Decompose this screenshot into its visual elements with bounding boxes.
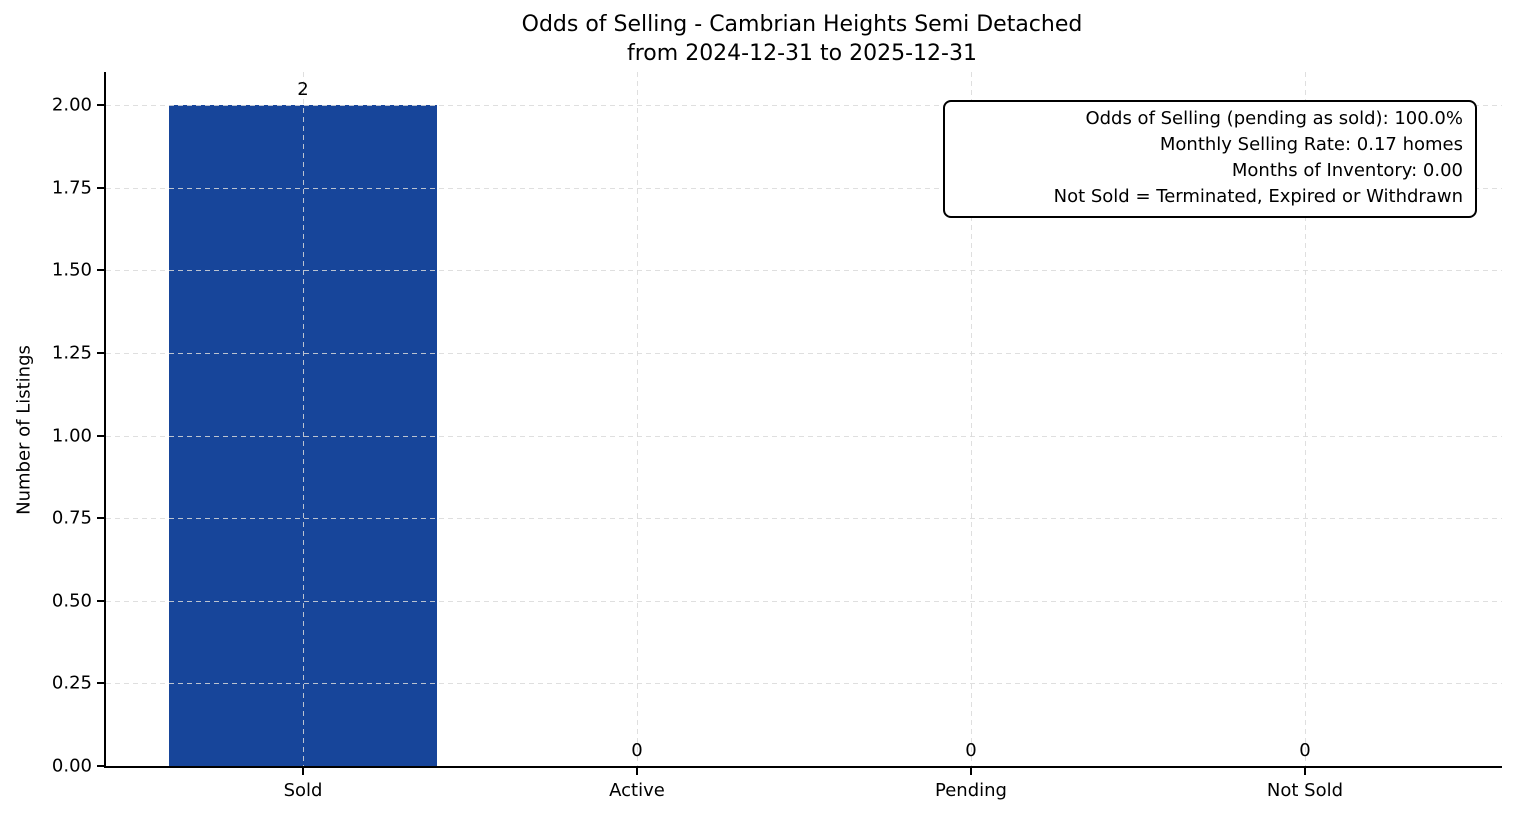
h-gridline [106,270,1502,272]
y-tick-label: 0.50 [51,590,92,612]
chart-title-line2: from 2024-12-31 to 2025-12-31 [627,41,977,66]
y-tick-label: 1.25 [51,342,92,364]
plot-area: Sold 2 Active 0 Pending 0 Not Sold 0 0.00 0.25 0.5… [52,72,1502,801]
x-tick-label: Pending [935,780,1007,801]
h-gridline [106,187,1502,189]
y-tick-label: 2.00 [51,94,92,116]
bar-value-label: 0 [631,740,643,761]
annotation-line-inventory: Months of Inventory: 0.00 [1231,160,1463,181]
v-gridline [637,72,638,766]
stats-annotation-box: Odds of Selling (pending as sold): 100.0… [943,100,1477,218]
h-gridline [106,683,1502,685]
v-gridline [303,72,305,766]
x-tick-mark [636,768,638,775]
y-tick-label: 1.75 [51,177,92,199]
annotation-line-rate: Monthly Selling Rate: 0.17 homes [1159,134,1463,155]
bar-value-label: 0 [965,740,977,761]
x-tick-label: Sold [283,780,323,801]
y-axis-label: Number of Listings [13,345,35,515]
y-tick-mark [97,765,104,767]
annotation-line-notsold: Not Sold = Terminated, Expired or Withdr… [1053,186,1463,207]
annotation-line-odds: Odds of Selling (pending as sold): 100.0… [1085,108,1463,129]
y-tick-mark [97,517,104,520]
y-tick-label: 0.00 [51,755,92,777]
y-tick-mark [97,351,104,354]
y-tick-label: 0.25 [51,672,92,694]
h-gridline [106,518,1502,520]
h-gridline [106,352,1502,354]
y-tick-mark [97,599,104,602]
y-tick-mark [97,269,104,272]
y-tick-mark [97,104,104,107]
v-gridline [970,72,972,766]
y-tick-mark [97,186,104,189]
x-tick-mark [1303,768,1306,775]
bar-value-label: 2 [297,79,309,101]
h-gridline [106,105,1502,107]
bar-value-label: 0 [1299,740,1311,761]
x-tick-label: Not Sold [1266,780,1344,801]
h-gridline [106,600,1502,602]
chart-title-line1: Odds of Selling - Cambrian Heights Semi … [521,12,1083,37]
chart-title: Odds of Selling - Cambrian Heights Semi … [104,10,1500,68]
h-gridline [106,435,1502,437]
y-tick-label: 0.75 [51,507,92,529]
y-tick-mark [97,434,104,437]
x-tick-label: Active [609,780,665,801]
y-tick-label: 1.50 [51,259,92,281]
y-tick-mark [97,682,104,685]
x-tick-mark [302,768,305,775]
v-gridline [1304,72,1306,766]
y-tick-label: 1.00 [51,425,92,447]
x-tick-mark [969,768,972,775]
